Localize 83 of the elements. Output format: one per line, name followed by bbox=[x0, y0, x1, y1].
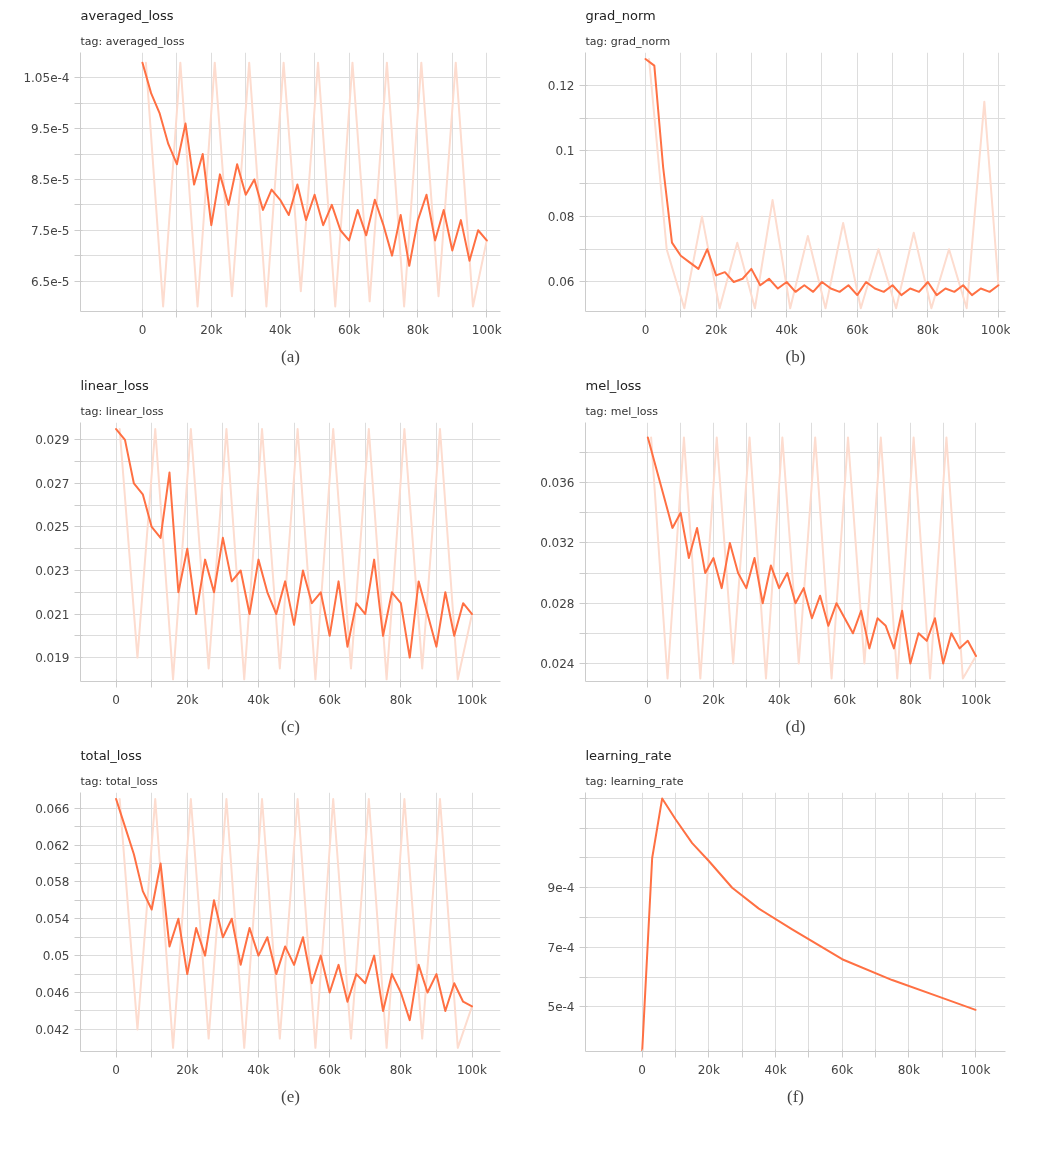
text: (c) bbox=[281, 716, 300, 736]
text: (d) bbox=[785, 716, 806, 736]
x-tick-label: 100k bbox=[960, 1062, 991, 1077]
x-tick-label: 100k bbox=[457, 692, 487, 707]
x-tick-label: 0 bbox=[638, 1062, 646, 1077]
y-tick-label: 0.027 bbox=[35, 476, 70, 491]
x-tick-label: 80k bbox=[897, 1062, 920, 1077]
y-tick-label: 0.06 bbox=[547, 275, 575, 290]
y-tick-label: 0.058 bbox=[35, 875, 70, 890]
x-tick-label: 40k bbox=[764, 1062, 787, 1077]
chart-subtitle: tag: linear_loss bbox=[80, 404, 164, 418]
x-tick-label: 0 bbox=[112, 692, 120, 707]
y-tick-label: 0.1 bbox=[555, 144, 575, 159]
x-tick-label: 20k bbox=[176, 1062, 199, 1077]
y-tick-label: 0.042 bbox=[35, 1022, 70, 1037]
chart-subtitle: tag: averaged_loss bbox=[80, 34, 185, 48]
x-tick-label: 100k bbox=[980, 322, 1011, 337]
chart-subtitle: tag: learning_rate bbox=[585, 774, 684, 788]
x-tick-label: 60k bbox=[318, 1062, 341, 1077]
x-tick-label: 40k bbox=[247, 1062, 270, 1077]
y-tick-label: 0.05 bbox=[42, 949, 70, 964]
x-tick-label: 40k bbox=[767, 692, 791, 707]
y-tick-label: 0.028 bbox=[540, 596, 575, 611]
x-tick-label: 20k bbox=[200, 322, 223, 337]
x-tick-label: 100k bbox=[961, 692, 991, 707]
y-tick-label: 0.025 bbox=[35, 520, 70, 535]
y-tick-label: 0.08 bbox=[547, 209, 575, 224]
x-tick-label: 20k bbox=[697, 1062, 720, 1077]
x-tick-label: 80k bbox=[389, 692, 412, 707]
x-tick-label: 0 bbox=[641, 322, 650, 337]
chart-subtitle: tag: mel_loss bbox=[585, 404, 659, 418]
chart-subtitle: tag: total_loss bbox=[80, 774, 158, 788]
y-tick-label: 0.054 bbox=[35, 912, 70, 927]
x-tick-label: 80k bbox=[389, 1062, 412, 1077]
x-tick-label: 60k bbox=[337, 322, 361, 337]
y-tick-label: 5e-4 bbox=[547, 1000, 575, 1015]
chart-title: total_loss bbox=[80, 747, 143, 763]
x-tick-label: 60k bbox=[318, 692, 341, 707]
chart-title: learning_rate bbox=[585, 747, 672, 763]
text: (f) bbox=[787, 1086, 804, 1106]
x-tick-label: 0 bbox=[644, 692, 652, 707]
x-tick-label: 60k bbox=[846, 322, 869, 337]
y-tick-label: 0.062 bbox=[35, 838, 70, 853]
x-tick-label: 60k bbox=[833, 692, 856, 707]
y-tick-label: 0.023 bbox=[35, 564, 70, 578]
text: (b) bbox=[785, 346, 806, 366]
y-tick-label: 1.05e-4 bbox=[23, 71, 70, 86]
y-tick-label: 9e-4 bbox=[547, 881, 575, 896]
y-tick-label: 0.12 bbox=[547, 78, 575, 93]
y-tick-label: 0.029 bbox=[35, 433, 70, 448]
x-tick-label: 0 bbox=[138, 322, 147, 337]
text: (a) bbox=[281, 346, 300, 366]
x-tick-label: 80k bbox=[899, 692, 922, 707]
y-tick-label: 9.5e-5 bbox=[31, 122, 70, 137]
x-tick-label: 100k bbox=[457, 1062, 487, 1077]
x-tick-label: 80k bbox=[916, 322, 940, 337]
y-tick-label: 0.024 bbox=[540, 656, 575, 671]
y-tick-label: 7.5e-5 bbox=[31, 223, 70, 238]
y-tick-label: 0.032 bbox=[540, 536, 575, 551]
y-tick-label: 0.036 bbox=[540, 476, 575, 491]
x-tick-label: 40k bbox=[269, 322, 292, 337]
text: (e) bbox=[281, 1086, 300, 1106]
x-tick-label: 40k bbox=[247, 692, 270, 707]
y-tick-label: 0.066 bbox=[35, 801, 70, 816]
chart-title: grad_norm bbox=[585, 7, 656, 23]
x-tick-label: 80k bbox=[406, 322, 430, 337]
y-tick-label: 0.021 bbox=[35, 607, 70, 622]
chart-title: averaged_loss bbox=[80, 7, 174, 23]
chart-title: mel_loss bbox=[585, 377, 642, 393]
x-tick-label: 20k bbox=[176, 692, 199, 707]
x-tick-label: 40k bbox=[775, 322, 798, 337]
y-tick-label: 6.5e-5 bbox=[31, 274, 70, 289]
x-tick-label: 20k bbox=[704, 322, 728, 337]
chart-subtitle: tag: grad_norm bbox=[585, 34, 671, 48]
y-tick-label: 7e-4 bbox=[547, 940, 575, 955]
x-tick-label: 100k bbox=[471, 322, 502, 337]
x-tick-label: 60k bbox=[831, 1062, 854, 1077]
y-tick-label: 0.019 bbox=[35, 651, 70, 666]
chart-title: linear_loss bbox=[80, 377, 150, 393]
x-tick-label: 0 bbox=[112, 1062, 120, 1077]
y-tick-label: 8.5e-5 bbox=[31, 172, 70, 187]
x-tick-label: 20k bbox=[702, 692, 725, 707]
y-tick-label: 0.046 bbox=[35, 986, 70, 1001]
